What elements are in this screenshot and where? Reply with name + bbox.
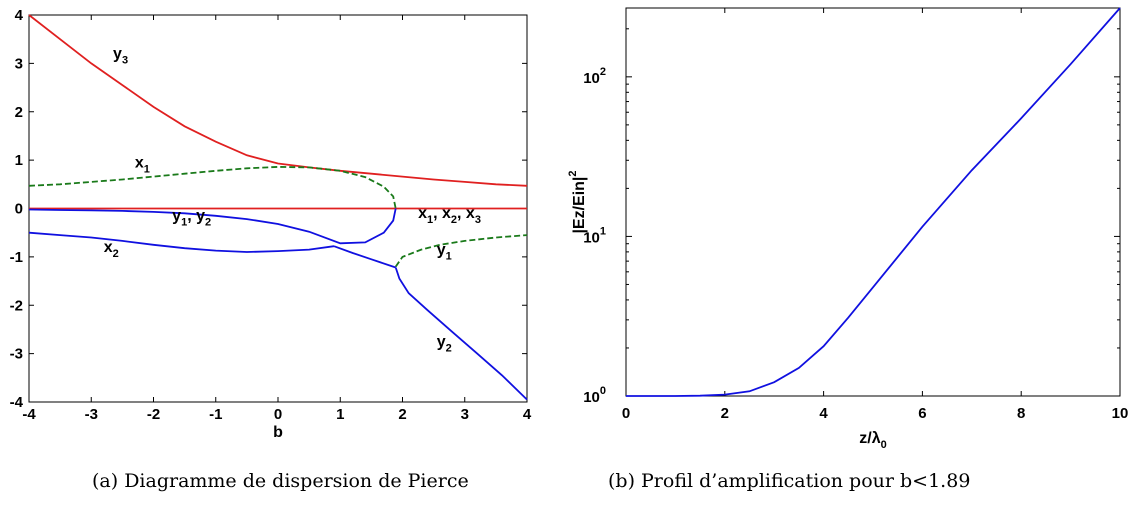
- y-tick-label: 101: [583, 225, 606, 246]
- curve-annotation-4: x2: [104, 239, 119, 260]
- y-tick-label: 3: [15, 55, 23, 72]
- y-tick-label: -4: [10, 394, 24, 411]
- x-tick-label: 2: [398, 406, 406, 423]
- chart-a-dispersion: -4 -3 -2 -1 0 1 2 3 4 4 3 2 1 0 -1 -2 -3 -4 b y3 x1 y1, y2 x1,…: [10, 7, 532, 441]
- x-axis-label-a: b: [273, 424, 283, 441]
- y-tick-label: 102: [583, 66, 606, 87]
- x-tick-label: -3: [85, 406, 98, 423]
- curve-annotation-6: y2: [437, 333, 452, 354]
- series-line-2: [28, 165, 397, 209]
- curve-annotation-2: y1, y2: [172, 208, 211, 229]
- y-tick-label: -2: [10, 297, 23, 314]
- curve-annotation-3: x1, x2, x3: [418, 205, 481, 226]
- x-tick-label: 6: [918, 405, 926, 422]
- x-tick-label: 4: [819, 405, 828, 422]
- x-tick-label: 0: [622, 405, 630, 422]
- y-tick-label: -1: [10, 249, 23, 266]
- series-line-3: [394, 234, 528, 268]
- series-line-6: [333, 245, 396, 269]
- x-tick-label: 10: [1112, 405, 1129, 422]
- plot-frame-b: [625, 7, 1121, 397]
- amplification-curve-0: [626, 7, 1121, 397]
- curve-annotation-1: x1: [135, 154, 150, 175]
- series-line-4: [28, 208, 397, 245]
- y-tick-label: 0: [15, 201, 23, 218]
- x-tick-label: -1: [209, 406, 222, 423]
- y-tick-label: 4: [15, 7, 24, 24]
- series-line-0: [28, 14, 528, 187]
- x-tick-label: 0: [274, 406, 282, 423]
- curve-annotation-0: y3: [113, 46, 128, 67]
- y-axis-label-b: |Ez/Ein|2: [567, 170, 588, 233]
- x-tick-label: 2: [721, 405, 729, 422]
- x-tick-label: -2: [147, 406, 160, 423]
- chart-b-amplification: 0 2 4 6 8 10 100 101 102 z/λ0 |Ez/Ein|2: [567, 7, 1129, 451]
- caption-a: (a) Diagramme de dispersion de Pierce: [92, 470, 469, 492]
- y-tick-label: 2: [15, 104, 23, 121]
- series-line-5: [28, 231, 335, 253]
- x-tick-label: -4: [22, 406, 36, 423]
- y-tick-label: -3: [10, 346, 23, 363]
- y-tick-label: 1: [15, 152, 23, 169]
- x-tick-label: 4: [523, 406, 532, 423]
- y-tick-label: 100: [583, 385, 606, 406]
- curve-annotation-5: y1: [437, 241, 452, 262]
- x-axis-label-b: z/λ0: [859, 430, 886, 451]
- caption-b: (b) Profil d’amplification pour b<1.89: [608, 470, 971, 492]
- x-tick-label: 8: [1017, 405, 1025, 422]
- x-tick-label: 1: [336, 406, 344, 423]
- series-line-7: [394, 267, 528, 401]
- x-tick-label: 3: [461, 406, 469, 423]
